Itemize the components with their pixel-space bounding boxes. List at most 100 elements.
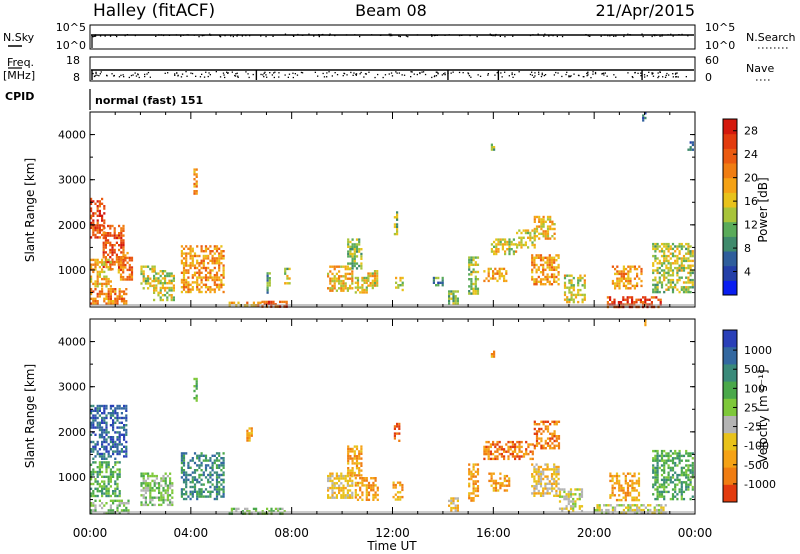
echo-cell [680,473,683,477]
echo-cell [540,220,543,223]
echo-cell [358,250,361,253]
nave-dot [555,71,557,74]
echo-cell [656,469,659,472]
echo-cell [102,224,105,228]
echo-cell [198,473,201,477]
echo-cell [540,439,543,443]
echo-cell [669,266,672,270]
echo-cell [351,282,354,285]
echo-cell [561,488,564,491]
echo-cell [116,499,119,502]
echo-cell [193,469,197,472]
echo-cell [142,474,145,478]
echo-cell [281,300,284,304]
echo-cell [96,261,99,264]
echo-cell [218,276,221,279]
echo-cell [120,421,123,424]
echo-cell [369,274,372,278]
echo-cell [535,444,539,447]
nave-dot [226,71,228,73]
echo-cell [361,481,364,485]
echo-cell [569,505,573,508]
echo-cell [550,482,554,485]
echo-cell [349,277,352,280]
echo-cell [204,290,208,294]
echo-cell [544,256,547,259]
echo-cell [624,496,627,499]
echo-cell [367,284,370,287]
echo-cell [172,286,175,290]
echo-cell [90,290,93,293]
echo-cell [496,443,499,446]
echo-cell [118,461,121,464]
echo-cell [550,263,554,267]
echo-cell [215,276,219,279]
nave-dot [95,73,97,75]
echo-cell [525,440,528,444]
echo-cell [222,485,225,489]
nsky-dot [490,34,492,36]
nave-tick-top: 60 [705,54,719,67]
echo-cell [376,272,379,275]
echo-cell [94,433,97,436]
echo-cell [90,236,93,239]
echo-cell [279,300,282,304]
echo-cell [663,269,666,272]
echo-cell [109,494,112,498]
echo-cell [687,247,690,251]
echo-cell [553,439,556,443]
nave-dot [260,73,262,76]
echo-cell [396,425,399,428]
echo-cell [620,484,623,487]
echo-cell [367,498,371,501]
echo-cell [644,116,647,120]
echo-cell [122,253,125,256]
echo-cell [222,495,225,498]
echo-cell [363,281,366,284]
echo-cell [114,409,117,412]
echo-cell [494,479,498,483]
echo-cell [285,303,288,306]
echo-cell [329,472,332,475]
echo-cell [485,450,488,453]
echo-cell [347,252,350,256]
echo-cell [531,278,534,281]
echo-cell [195,185,198,188]
echo-cell [101,219,104,222]
nsky-dot [398,35,400,37]
echo-cell [105,265,108,269]
echo-cell [142,486,145,490]
echo-cell [209,259,212,262]
echo-cell [637,482,641,485]
echo-cell [622,275,625,278]
echo-cell [654,288,657,291]
echo-cell [122,224,125,228]
echo-cell [109,511,112,514]
echo-cell [676,262,679,265]
echo-cell [373,270,377,273]
echo-cell [266,279,269,282]
colorbar-tick-label: 500 [744,363,765,376]
echo-cell [548,482,551,485]
echo-cell [355,250,359,253]
echo-cell [144,282,147,285]
echo-cell [215,247,219,250]
echo-cell [191,247,194,250]
echo-cell [644,112,647,115]
nave-dot [95,71,97,73]
echo-cell [676,288,679,291]
echo-cell [509,448,512,451]
echo-cell [329,265,332,268]
echo-cell [182,471,186,474]
nave-dot [534,72,536,74]
colorbar-swatch [723,484,737,503]
echo-cell [553,232,556,235]
echo-cell [115,260,118,264]
echo-cell [120,236,123,240]
echo-cell [542,232,545,235]
echo-cell [211,464,214,467]
echo-cell [685,290,688,294]
nave-dot [94,75,96,77]
echo-cell [115,241,118,244]
echo-cell [122,258,125,261]
